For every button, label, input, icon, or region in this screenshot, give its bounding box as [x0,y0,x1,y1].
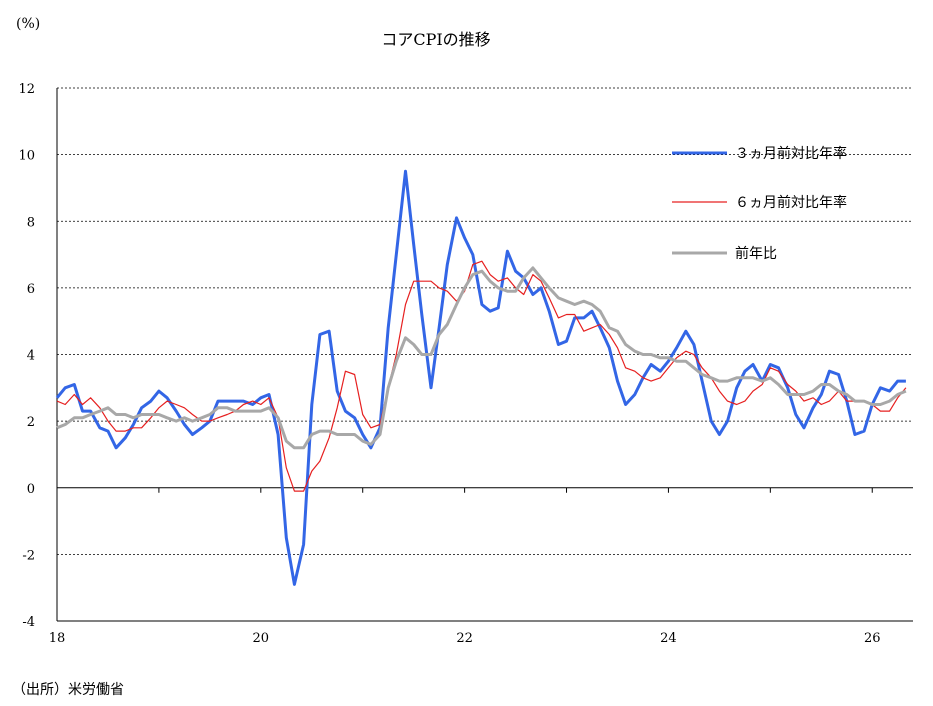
y-tick-label: 10 [18,149,35,164]
y-tick-label: 8 [27,215,35,230]
x-tick-label: 20 [253,631,270,646]
y-unit-label: (%) [16,16,40,32]
x-tick-label: 26 [864,631,881,646]
y-tick-label: 12 [18,82,35,97]
y-tick-label: -4 [22,615,35,630]
y-tick-label: 2 [27,415,35,430]
series-lines [55,169,907,586]
source-note: （出所）米労働省 [12,682,124,698]
legend-label: ３ヵ月前対比年率 [735,145,847,162]
legend-label: 前年比 [735,245,777,262]
x-tick-label: 24 [660,631,677,646]
series-line-1 [55,169,906,586]
y-tick-label: 0 [27,482,35,497]
grid-lines [57,87,913,555]
y-tick-label: -2 [22,548,35,563]
chart-title: コアCPIの推移 [381,30,490,49]
x-tick-label: 18 [49,631,66,646]
y-tick-label: 4 [27,349,35,364]
x-tick-label: 22 [456,631,473,646]
y-tick-label: 6 [27,282,35,297]
series-line-3 [56,266,907,450]
legend-label: ６ヵ月前対比年率 [735,194,847,211]
